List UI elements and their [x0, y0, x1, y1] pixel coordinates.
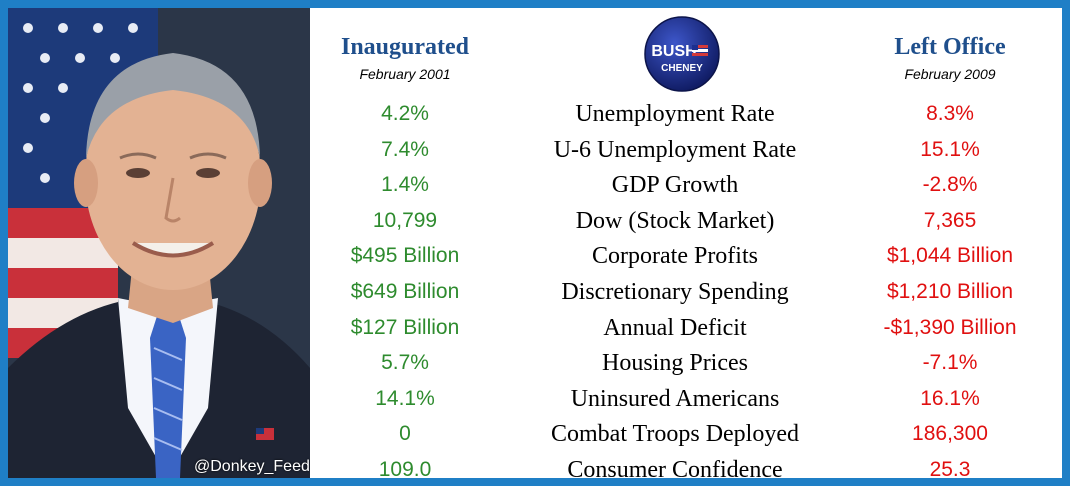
left-office-value: -$1,390 Billion: [883, 315, 1017, 339]
left-office-value: 25.3: [929, 458, 971, 481]
left-office-header: Left Office: [894, 34, 1006, 60]
metric-label: Uninsured Americans: [570, 385, 780, 412]
badge-text-bush: BUSH: [651, 43, 696, 60]
left-office-date: February 2009: [904, 66, 996, 82]
metric-label: Dow (Stock Market): [575, 207, 775, 234]
inaugurated-date: February 2001: [359, 66, 451, 82]
badge-text-cheney: CHENEY: [661, 63, 703, 74]
metric-label: Consumer Confidence: [567, 457, 783, 483]
metric-label: U-6 Unemployment Rate: [553, 136, 797, 163]
inaugurated-header: Inaugurated: [340, 34, 470, 60]
table-row: 0 Combat Troops Deployed 186,300: [310, 416, 1062, 452]
watermark-handle: @Donkey_Feed: [194, 458, 310, 475]
inaugurated-value: 5.7%: [381, 351, 429, 375]
inaugurated-value: 14.1%: [375, 386, 435, 410]
table-row: $495 Billion Corporate Profits $1,044 Bill…: [310, 238, 1062, 274]
left-office-value: 15.1%: [920, 137, 980, 161]
inaugurated-value: 109.0: [378, 458, 432, 481]
inaugurated-value: 4.2%: [381, 102, 429, 125]
table-row: 109.0 Consumer Confidence 25.3: [310, 452, 1062, 483]
inaugurated-value: 0: [399, 422, 411, 446]
metric-label: Unemployment Rate: [575, 101, 775, 127]
table-row: 5.7% Housing Prices -7.1%: [310, 345, 1062, 381]
left-office-value: $1,044 Billion: [886, 244, 1014, 268]
metric-label: Annual Deficit: [603, 314, 747, 341]
portrait-illustration: [8, 8, 310, 478]
metric-label: Housing Prices: [602, 350, 748, 377]
badge-flag-icon: [692, 45, 708, 56]
table-row: $649 Billion Discretionary Spending $1,210…: [310, 274, 1062, 310]
table-row: 14.1% Uninsured Americans 16.1%: [310, 381, 1062, 417]
left-office-value: 16.1%: [920, 386, 980, 410]
portrait-photo: @Donkey_Feed: [8, 8, 310, 478]
left-office-value: 186,300: [912, 422, 988, 446]
bush-cheney-campaign-badge: BUSH CHENEY: [644, 16, 720, 92]
inaugurated-value: 7.4%: [381, 137, 429, 161]
metric-label: Corporate Profits: [592, 243, 758, 270]
left-office-value: 7,365: [923, 208, 977, 232]
inaugurated-value: $649 Billion: [350, 280, 460, 303]
table-row: 7.4% U-6 Unemployment Rate 15.1%: [310, 132, 1062, 168]
table-row: 1.4% GDP Growth -2.8%: [310, 167, 1062, 203]
left-office-value: $1,210 Billion: [886, 280, 1014, 303]
comparison-table: Inaugurated February 2001 BUSH CHENEY Le…: [310, 8, 1062, 478]
inaugurated-value: $127 Billion: [350, 315, 460, 339]
table-row: $127 Billion Annual Deficit -$1,390 Billio…: [310, 310, 1062, 346]
inaugurated-value: 10,799: [372, 208, 438, 232]
metric-label: Combat Troops Deployed: [550, 421, 799, 448]
left-office-value: 8.3%: [926, 102, 974, 125]
left-office-value: -7.1%: [922, 351, 978, 375]
metric-label: GDP Growth: [611, 172, 739, 199]
table-row: 10,799 Dow (Stock Market) 7,365: [310, 203, 1062, 239]
metric-label: Discretionary Spending: [561, 279, 789, 305]
left-office-value: -2.8%: [922, 173, 978, 197]
inaugurated-value: 1.4%: [381, 173, 429, 197]
inaugurated-value: $495 Billion: [350, 244, 460, 268]
table-row: 4.2% Unemployment Rate 8.3%: [310, 96, 1062, 132]
